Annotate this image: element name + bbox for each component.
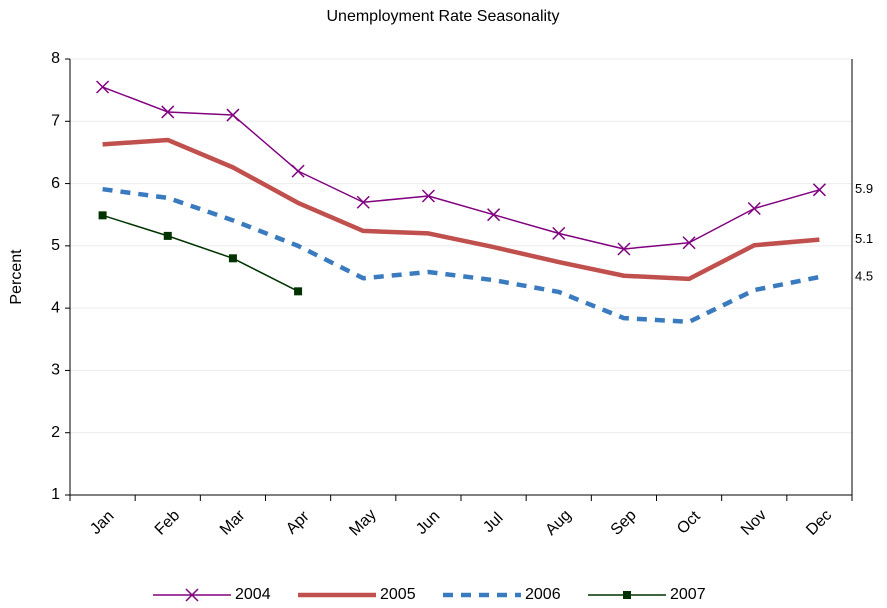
marker [161, 105, 175, 119]
marker [487, 208, 501, 222]
value-label: 4.5 [855, 268, 873, 283]
y-tick-label: 2 [51, 424, 60, 441]
x-tick-label: May [346, 506, 379, 539]
x-tick-label: Oct [674, 508, 704, 538]
y-tick-label: 5 [51, 237, 60, 254]
marker [617, 242, 631, 256]
marker [228, 254, 237, 263]
x-tick-label: Dec [803, 507, 835, 539]
x-tick-label: Mar [217, 507, 249, 539]
legend-label: 2007 [670, 586, 706, 603]
x-tick-label: Jun [413, 508, 443, 538]
y-axis-label: Percent [8, 249, 25, 305]
marker [812, 183, 826, 197]
x-tick-label: Aug [542, 507, 574, 539]
marker [747, 201, 761, 216]
legend-marker [623, 591, 631, 599]
series-line [102, 186, 820, 325]
y-tick-label: 3 [51, 362, 60, 379]
x-tick-label: Feb [152, 507, 184, 539]
marker [552, 226, 566, 240]
y-tick-label: 8 [51, 50, 60, 67]
marker [682, 236, 696, 250]
marker [226, 108, 240, 122]
x-tick-label: Apr [283, 508, 313, 538]
legend-label: 2005 [380, 586, 416, 603]
chart-title: Unemployment Rate Seasonality [326, 8, 559, 25]
series-line [102, 214, 299, 292]
legend-label: 2006 [525, 586, 561, 603]
marker [163, 231, 172, 240]
y-tick-label: 6 [51, 175, 60, 192]
series-line [102, 86, 820, 250]
x-tick-label: Sep [608, 507, 640, 539]
y-tick-label: 1 [51, 486, 60, 503]
x-tick-label: Jan [87, 508, 117, 538]
marker [421, 189, 435, 203]
legend-marker [185, 588, 199, 602]
x-tick-label: Jul [480, 510, 506, 536]
y-tick-label: 7 [51, 113, 60, 130]
value-label: 5.9 [855, 181, 873, 196]
legend-label: 2004 [235, 586, 271, 603]
marker [96, 80, 110, 94]
marker [356, 195, 370, 209]
y-tick-label: 4 [51, 299, 60, 316]
series-line [102, 137, 820, 282]
x-tick-label: Nov [738, 507, 770, 539]
marker [294, 287, 303, 296]
value-label: 5.1 [855, 231, 873, 246]
marker [98, 211, 107, 220]
marker [291, 164, 305, 178]
